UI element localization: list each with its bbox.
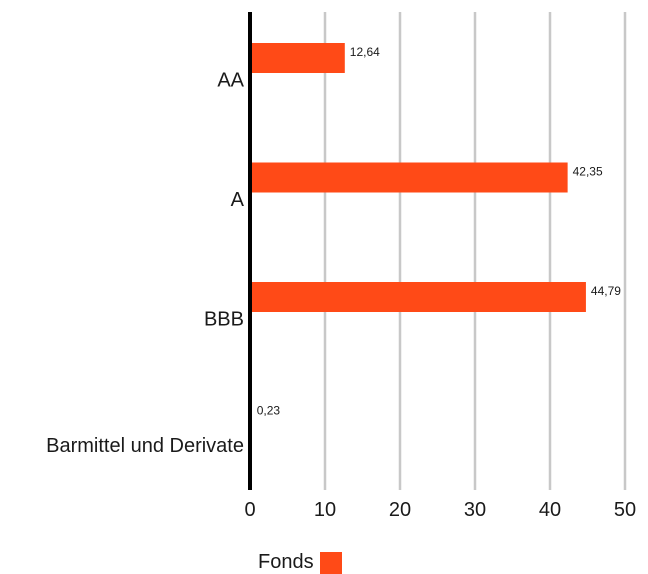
category-label: Barmittel und Derivate [46,435,244,457]
data-label: 12,64 [350,45,380,59]
x-tick-label: 30 [464,499,486,521]
legend-swatch [319,551,342,574]
x-tick-label: 50 [614,499,636,521]
category-label: A [231,189,245,211]
data-labels: 12,64 42,35 44,79 0,23 [257,45,622,418]
category-label: BBB [204,308,244,330]
data-label: 0,23 [257,404,281,418]
bars [250,43,586,432]
bar [250,162,568,193]
data-label: 44,79 [591,284,621,298]
legend-label: Fonds [258,551,314,573]
data-label: 42,35 [573,165,603,179]
gridlines [323,12,627,490]
bar [250,43,345,73]
legend: Fonds [258,551,342,574]
x-tick-label: 0 [244,499,255,521]
x-tick-label: 40 [539,499,561,521]
x-tick-label: 10 [314,499,336,521]
x-tick-label: 20 [389,499,411,521]
category-label: AA [217,69,244,91]
x-tick-labels: 0 10 20 30 40 50 [244,499,636,521]
bar [250,282,586,312]
